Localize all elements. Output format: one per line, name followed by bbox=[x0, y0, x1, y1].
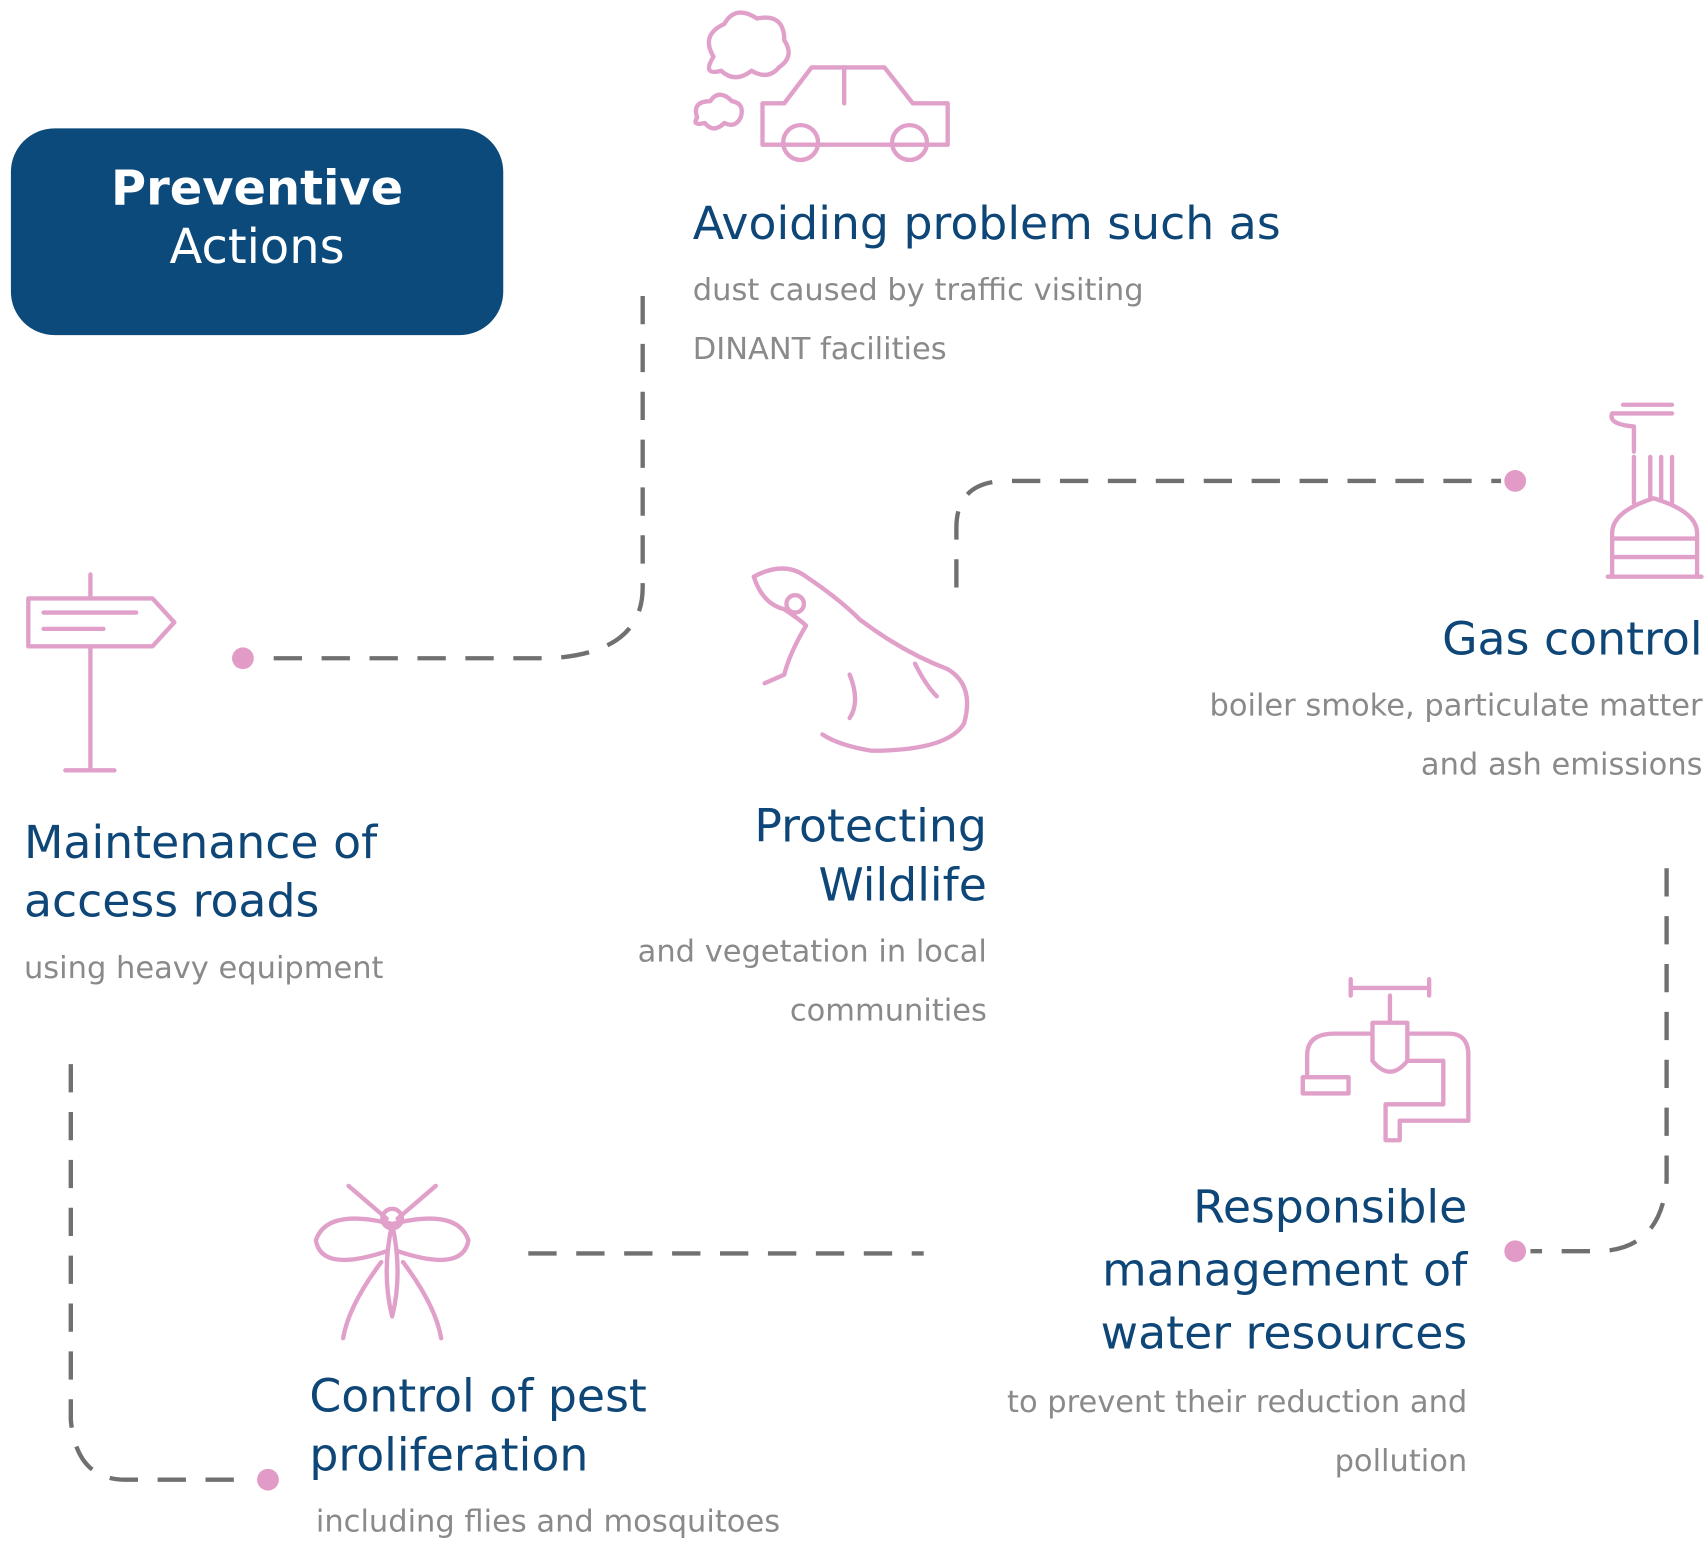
heading: Wildlife bbox=[819, 858, 987, 911]
description: communities bbox=[790, 993, 987, 1028]
heading: Control of pest bbox=[309, 1370, 646, 1423]
dot bbox=[1504, 470, 1526, 492]
connector bbox=[71, 1064, 253, 1480]
description: and ash emissions bbox=[1421, 747, 1703, 782]
diagram: Preventive Actions bbox=[0, 0, 1708, 1545]
description: dust caused by traffic visiting bbox=[693, 273, 1144, 308]
boiler-icon bbox=[1608, 405, 1702, 577]
dot bbox=[257, 1469, 279, 1491]
dot bbox=[1504, 1240, 1526, 1262]
page: Preventive Actions bbox=[0, 0, 1708, 1545]
heading: proliferation bbox=[309, 1428, 588, 1481]
car-icon bbox=[696, 13, 948, 160]
description: pollution bbox=[1335, 1444, 1468, 1479]
heading: Protecting bbox=[754, 800, 986, 853]
iguana-icon bbox=[754, 568, 967, 750]
tap-icon bbox=[1303, 979, 1469, 1140]
heading: Responsible bbox=[1193, 1180, 1467, 1233]
description: boiler smoke, particulate matter bbox=[1209, 689, 1703, 724]
mosquito-icon bbox=[316, 1186, 469, 1338]
heading: Gas control bbox=[1442, 612, 1702, 665]
connector bbox=[259, 296, 642, 658]
heading: Maintenance of bbox=[24, 816, 378, 869]
description: and vegetation in local bbox=[638, 935, 987, 970]
dot bbox=[232, 647, 254, 669]
sign-icon bbox=[28, 574, 174, 770]
heading: Avoiding problem such as bbox=[693, 197, 1281, 250]
description: to prevent their reduction and bbox=[1007, 1385, 1467, 1420]
title: Actions bbox=[170, 220, 345, 275]
labels: Avoiding problem such as dust caused by … bbox=[24, 197, 1703, 1540]
heading: water resources bbox=[1101, 1307, 1468, 1360]
connector bbox=[956, 481, 1501, 588]
heading: access roads bbox=[24, 875, 319, 928]
description: using heavy equipment bbox=[24, 951, 384, 986]
description: DINANT facilities bbox=[693, 332, 947, 367]
description: including flies and mosquitoes bbox=[316, 1505, 780, 1540]
title: Preventive bbox=[111, 162, 403, 217]
connector bbox=[1530, 868, 1666, 1251]
heading: management of bbox=[1102, 1244, 1468, 1297]
